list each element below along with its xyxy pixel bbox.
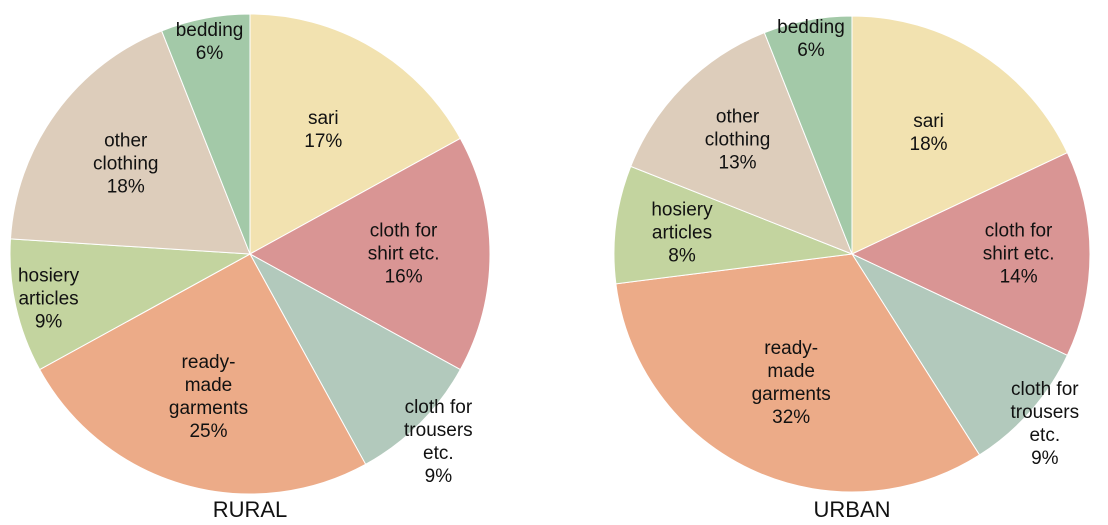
value-label: 6% <box>195 42 224 64</box>
pie-slice <box>630 32 853 255</box>
slice-label: cloth for trousers etc. 9% <box>997 378 1093 470</box>
value-label: 18% <box>909 134 948 156</box>
category-label: cloth for shirt etc. <box>367 220 440 265</box>
value-label: 8% <box>668 245 696 267</box>
slice-label: other clothing 18% <box>78 129 174 198</box>
pie-slice <box>615 253 981 493</box>
category-label: hosiery articles <box>17 265 80 310</box>
value-label: 6% <box>797 39 825 61</box>
pie-slice <box>248 137 491 371</box>
category-label: cloth for shirt etc. <box>982 220 1055 265</box>
pie-slice <box>763 15 853 255</box>
value-label: 13% <box>718 152 757 174</box>
slice-label: bedding 6% <box>763 16 859 62</box>
pie-slice <box>9 30 251 255</box>
pie-slice <box>248 252 461 465</box>
slice-label: hosiery articles 8% <box>634 198 730 267</box>
category-label: bedding <box>175 19 244 41</box>
category-label: other clothing <box>704 106 771 151</box>
value-label: 14% <box>999 266 1038 288</box>
value-label: 9% <box>424 466 453 488</box>
value-label: 18% <box>106 176 145 198</box>
slice-label: other clothing 13% <box>690 105 786 174</box>
slice-label: sari 17% <box>275 107 371 153</box>
value-label: 16% <box>384 266 423 288</box>
slice-label: cloth for shirt etc. 14% <box>971 220 1067 289</box>
slice-label: hosiery articles 9% <box>1 265 97 334</box>
chart-title: RURAL <box>212 497 288 522</box>
category-label: sari <box>913 111 944 133</box>
category-label: ready-made garments <box>168 351 249 419</box>
value-label: 9% <box>1031 447 1059 469</box>
category-label: cloth for trousers etc. <box>1010 378 1080 446</box>
pie-slice <box>9 238 252 371</box>
slice-label: ready-made garments 32% <box>743 337 839 429</box>
pie-slice <box>850 151 1091 357</box>
slice-label: bedding 6% <box>162 19 258 65</box>
category-label: cloth for trousers etc. <box>404 397 473 465</box>
pie-slice <box>851 15 1069 255</box>
category-label: hosiery articles <box>651 199 713 244</box>
category-label: sari <box>307 108 339 130</box>
slice-label: cloth for trousers etc. 9% <box>390 396 486 488</box>
slice-label: ready-made garments 25% <box>160 351 256 443</box>
pie-slice <box>249 13 461 255</box>
pie-slice <box>39 253 367 495</box>
pie-slice <box>613 165 853 285</box>
category-label: bedding <box>777 16 845 38</box>
value-label: 17% <box>304 131 343 153</box>
category-label: ready-made garments <box>751 338 831 406</box>
value-label: 25% <box>189 420 228 442</box>
category-label: other clothing <box>92 130 159 175</box>
pie-slice <box>161 13 251 255</box>
chart-title: URBAN <box>813 497 891 522</box>
value-label: 9% <box>34 311 63 333</box>
slice-label: sari 18% <box>881 110 977 156</box>
value-label: 32% <box>772 407 811 429</box>
pie-slice <box>850 252 1069 456</box>
slice-label: cloth for shirt etc. 16% <box>356 220 452 289</box>
